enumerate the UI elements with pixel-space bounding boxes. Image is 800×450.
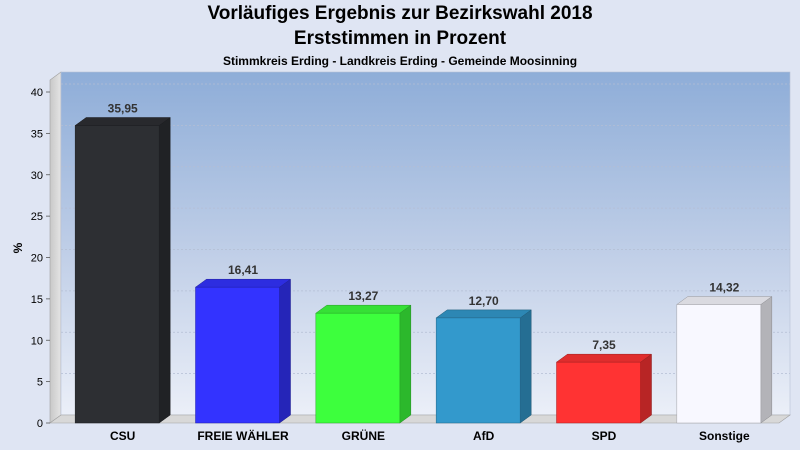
data-label: 14,32	[709, 281, 739, 295]
x-tick-label: CSU	[110, 429, 135, 443]
bar-freie-w-hler	[194, 278, 292, 424]
y-tick-label: 30	[31, 170, 43, 182]
x-tick-label: GRÜNE	[342, 428, 385, 443]
bar-spd	[555, 353, 653, 424]
chart-subtitle-region: Stimmkreis Erding - Landkreis Erding - G…	[222, 54, 578, 68]
bars: 35,95 16,41 13,27 12,70 7,35 14,32	[74, 102, 773, 424]
y-tick-label: 20	[31, 253, 43, 265]
y-tick-label: 40	[31, 87, 43, 99]
y-axis: 0 5 10 15 20 25 30 35 40	[31, 87, 50, 430]
y-tick-label: 10	[31, 335, 43, 347]
left-wall	[49, 71, 62, 424]
y-tick-label: 0	[37, 418, 43, 430]
data-label: 16,41	[228, 263, 258, 277]
data-label: 13,27	[348, 289, 378, 303]
x-tick-label: FREIE WÄHLER	[197, 428, 289, 443]
bar-sonstige	[676, 296, 773, 424]
bar-afd	[435, 309, 532, 424]
plot-area	[60, 71, 791, 416]
x-tick-label: SPD	[592, 429, 617, 443]
y-axis-label: %	[11, 242, 25, 253]
x-axis-labels: CSU FREIE WÄHLER GRÜNE AfD SPD Sonstige	[110, 428, 750, 443]
data-label: 12,70	[469, 294, 499, 308]
chart-subtitle: Erststimmen in Prozent	[293, 28, 507, 49]
data-label: 35,95	[108, 102, 138, 116]
bar-gr-ne	[315, 304, 412, 424]
gridlines	[61, 83, 790, 374]
y-tick-label: 15	[31, 294, 43, 306]
y-tick-label: 35	[31, 128, 43, 140]
x-tick-label: AfD	[473, 429, 495, 443]
y-tick-label: 5	[37, 377, 43, 389]
bar-csu	[74, 117, 171, 424]
chart-title: Vorläufiges Ergebnis zur Bezirkswahl 201…	[207, 3, 593, 24]
data-label: 7,35	[592, 338, 616, 352]
y-tick-label: 25	[31, 211, 43, 223]
x-tick-label: Sonstige	[699, 429, 750, 443]
